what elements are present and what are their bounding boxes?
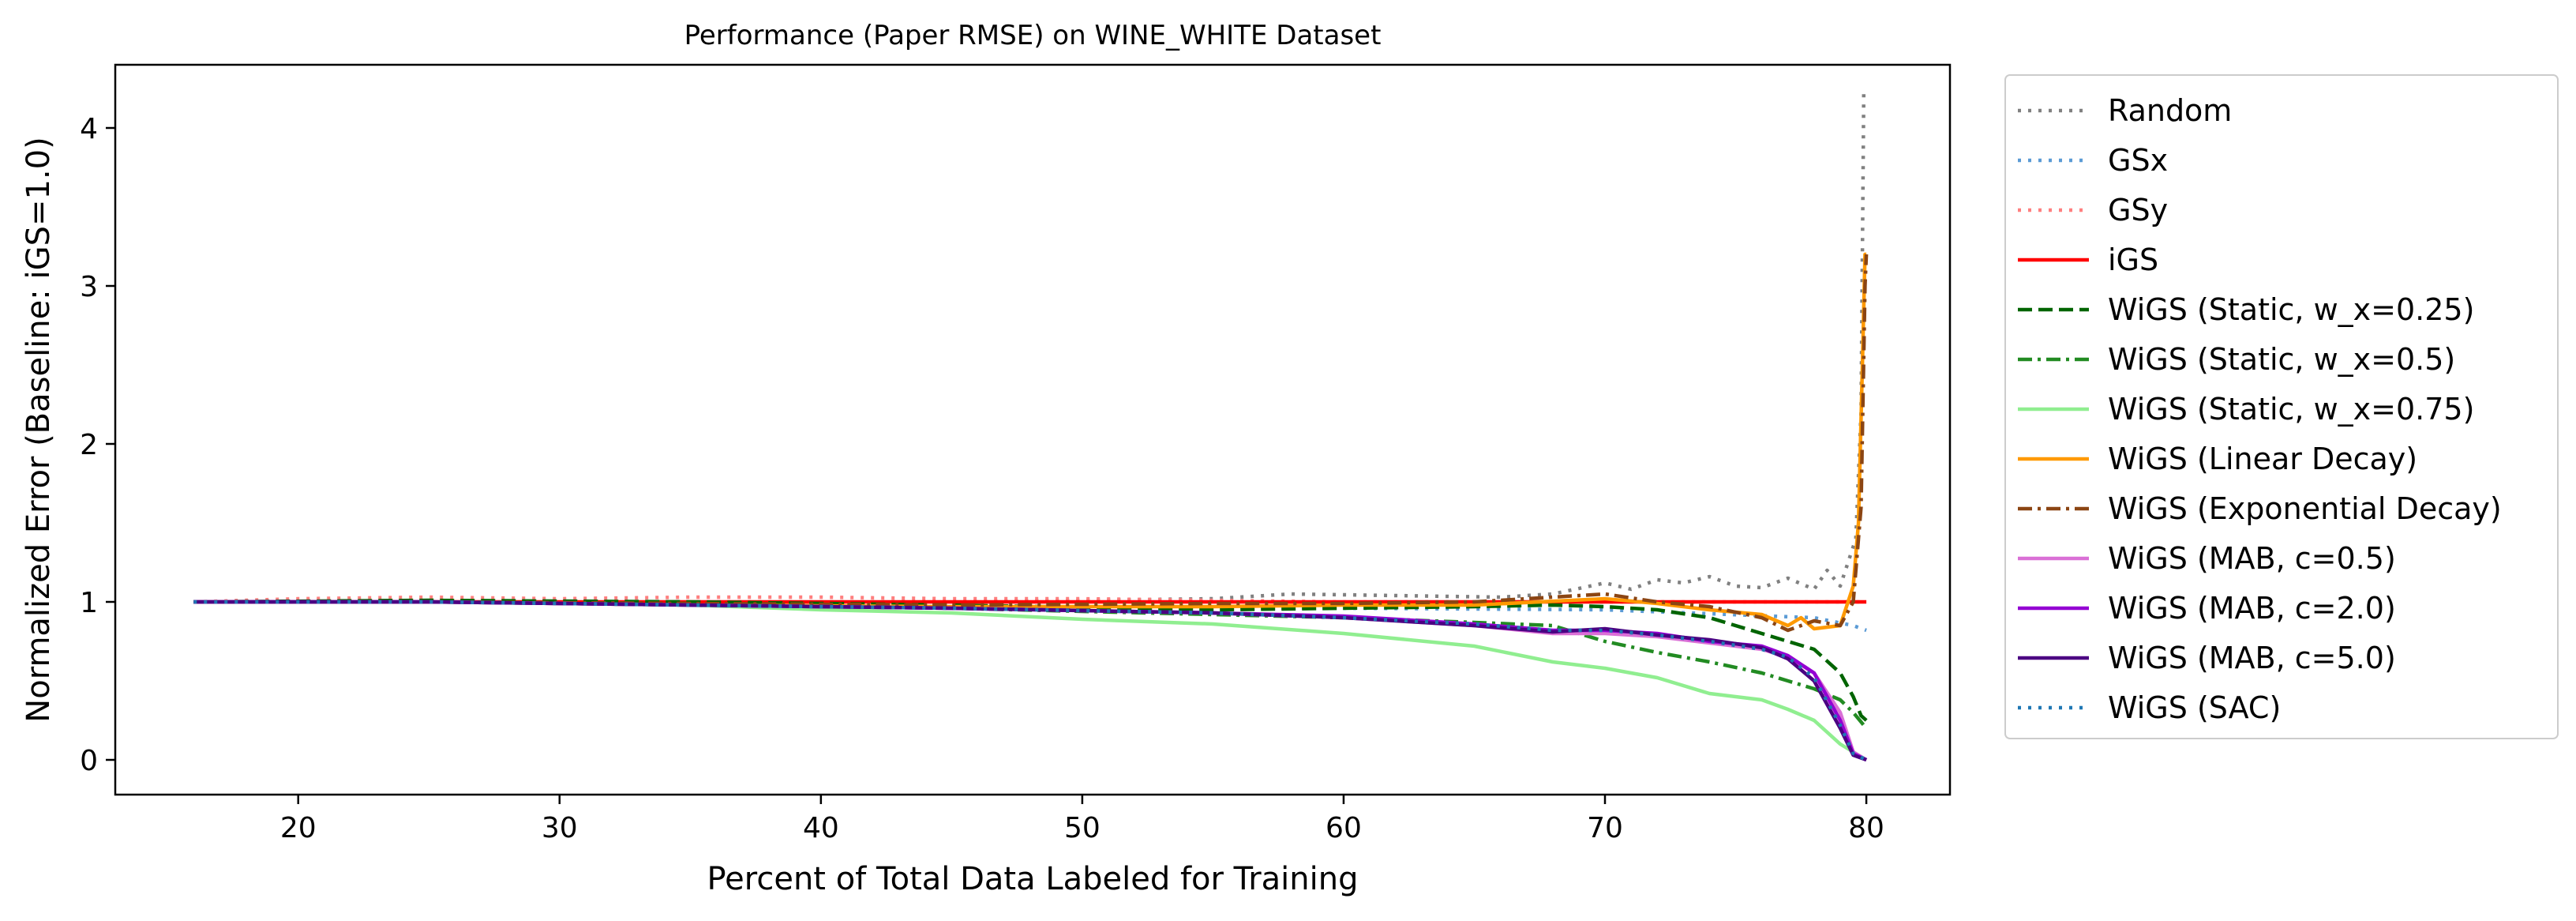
y-tick-label: 4 — [80, 113, 98, 145]
series-line-9 — [193, 254, 1869, 633]
x-axis: 20 30 40 50 60 70 80 — [280, 795, 1884, 844]
y-tick-label: 2 — [80, 429, 98, 461]
chart-title: Performance (Paper RMSE) on WINE_WHITE D… — [684, 20, 1382, 51]
x-tick-label: 30 — [542, 812, 578, 844]
legend-label: WiGS (SAC) — [2108, 690, 2281, 725]
x-tick-label: 20 — [280, 812, 317, 844]
series-line-12 — [193, 600, 1867, 762]
series-line-3 — [193, 595, 1867, 604]
y-tick-label: 3 — [80, 271, 98, 303]
x-axis-label: Percent of Total Data Labeled for Traini… — [707, 861, 1358, 897]
legend-label: WiGS (MAB, c=5.0) — [2108, 641, 2396, 675]
plot-frame — [114, 63, 1952, 796]
y-axis-label: Normalized Error (Baseline: iGS=1.0) — [21, 137, 57, 722]
legend-label: Random — [2108, 93, 2232, 128]
y-tick-label: 1 — [80, 587, 98, 619]
x-tick-label: 60 — [1325, 812, 1362, 844]
y-tick-label: 0 — [80, 745, 98, 777]
legend-label: WiGS (MAB, c=0.5) — [2108, 541, 2396, 576]
x-tick-label: 80 — [1848, 812, 1884, 844]
legend-label: WiGS (Linear Decay) — [2108, 442, 2417, 476]
legend-label: WiGS (MAB, c=2.0) — [2108, 591, 2396, 626]
legend-label: WiGS (Static, w_x=0.25) — [2108, 292, 2474, 327]
legend-box — [2004, 74, 2559, 739]
series-layer — [193, 91, 1869, 762]
legend-label: WiGS (Static, w_x=0.5) — [2108, 342, 2455, 377]
legend-label: WiGS (Exponential Decay) — [2108, 491, 2502, 526]
series-line-6 — [193, 600, 1868, 730]
series-line-5 — [193, 598, 1868, 722]
series-line-11 — [193, 600, 1868, 762]
series-line-1 — [193, 91, 1867, 604]
series-line-13 — [193, 600, 1868, 762]
x-tick-label: 70 — [1587, 812, 1623, 844]
series-line-10 — [193, 600, 1868, 761]
legend: Random GSx GSy iGS WiGS (Static, w_x=0.25) Wi… — [2004, 74, 2559, 739]
legend-label: GSx — [2108, 143, 2168, 178]
x-tick-label: 50 — [1064, 812, 1101, 844]
series-line-7 — [193, 600, 1868, 761]
legend-label: GSy — [2108, 193, 2168, 227]
legend-label: WiGS (Static, w_x=0.75) — [2108, 392, 2474, 427]
y-axis: 0 1 2 3 4 — [80, 113, 115, 777]
series-line-8 — [193, 252, 1867, 631]
legend-label: iGS — [2108, 242, 2158, 277]
x-tick-label: 40 — [803, 812, 839, 844]
